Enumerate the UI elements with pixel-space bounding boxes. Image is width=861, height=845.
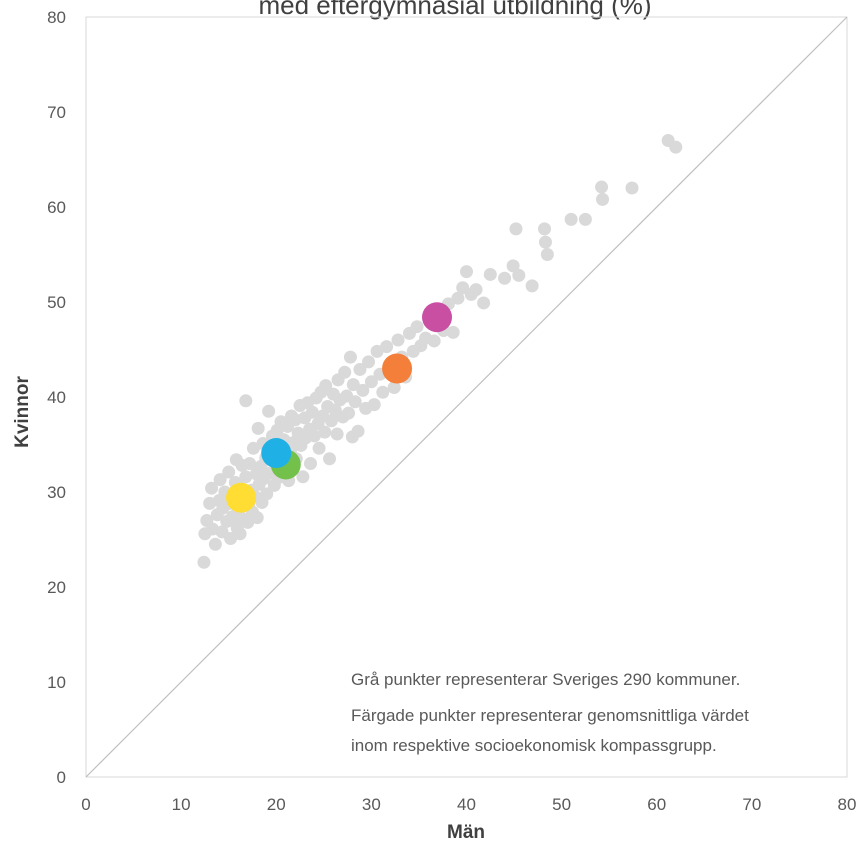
x-tick-label: 60 (647, 795, 666, 814)
municipality-point (296, 470, 310, 484)
municipality-point (578, 212, 592, 226)
municipality-point (451, 291, 465, 305)
municipality-point (303, 457, 317, 470)
municipality-point (338, 365, 352, 379)
municipality-point (324, 414, 338, 428)
group-mean-point (261, 438, 292, 469)
municipality-point (250, 511, 264, 525)
municipality-point (351, 424, 365, 438)
municipality-point (387, 381, 401, 394)
municipality-point (239, 394, 253, 408)
group-mean-point (226, 482, 257, 513)
y-tick-label: 20 (47, 578, 66, 597)
y-axis-label: Kvinnor (12, 376, 33, 448)
annotation-line-2: Färgade punkter representerar genomsnitt… (351, 706, 749, 725)
y-tick-label: 50 (47, 293, 66, 312)
data-points (197, 134, 683, 569)
municipality-point (364, 375, 378, 389)
municipality-point (446, 325, 460, 339)
municipality-point (348, 395, 362, 409)
municipality-point (307, 429, 321, 443)
x-tick-label: 50 (552, 795, 571, 814)
municipality-point (343, 350, 357, 364)
municipality-point (540, 248, 554, 261)
x-tick-label: 20 (267, 795, 286, 814)
municipality-point (353, 362, 367, 376)
annotation-line-1: Grå punkter representerar Sveriges 290 k… (351, 670, 740, 689)
municipality-point (205, 481, 219, 495)
reference-diagonal-line (85, 16, 848, 778)
municipality-point (625, 181, 639, 195)
municipality-point (367, 398, 381, 412)
group-mean-point (382, 353, 413, 384)
municipality-point (243, 457, 257, 470)
municipality-point (356, 383, 370, 397)
plot-area (85, 16, 848, 778)
municipality-point (427, 334, 441, 348)
y-tick-label: 70 (47, 103, 66, 122)
municipality-point (233, 527, 247, 541)
chart-title: med eftergymnasial utbildning (%) (258, 0, 651, 20)
municipality-point (506, 259, 520, 273)
x-axis-ticks: 0 10 20 30 40 50 60 70 80 (81, 795, 856, 814)
municipality-point (305, 405, 319, 419)
y-tick-label: 40 (47, 388, 66, 407)
municipality-point (469, 283, 483, 297)
municipality-point (312, 441, 326, 455)
municipality-point (376, 385, 390, 399)
municipality-point (319, 379, 333, 393)
municipality-point (239, 470, 253, 484)
municipality-point (222, 465, 236, 479)
x-tick-label: 30 (362, 795, 381, 814)
x-tick-label: 40 (457, 795, 476, 814)
municipality-point (346, 378, 360, 392)
x-tick-label: 70 (742, 795, 761, 814)
y-tick-label: 30 (47, 483, 66, 502)
municipality-point (197, 555, 211, 569)
municipality-point (342, 406, 356, 420)
municipality-point (213, 473, 227, 487)
x-tick-label: 10 (172, 795, 191, 814)
municipality-point (669, 140, 683, 154)
municipality-point (251, 421, 265, 435)
y-tick-label: 60 (47, 198, 66, 217)
municipality-point (330, 427, 344, 441)
municipality-point (538, 222, 552, 236)
municipality-point (525, 279, 539, 293)
y-tick-label: 80 (47, 8, 66, 27)
municipality-point (323, 452, 337, 466)
municipality-point (538, 235, 552, 249)
municipality-point (262, 404, 276, 418)
y-axis-ticks: 0 10 20 30 40 50 60 70 80 (47, 8, 66, 787)
municipality-point (362, 355, 376, 369)
municipality-point (483, 267, 497, 281)
municipality-point (595, 180, 609, 194)
y-tick-label: 10 (47, 673, 66, 692)
municipality-point (260, 487, 274, 501)
municipality-point (380, 340, 394, 354)
municipality-point (564, 212, 578, 226)
municipality-point (477, 296, 491, 310)
municipality-point (318, 425, 332, 439)
x-axis-label: Män (447, 822, 485, 843)
municipality-point (509, 222, 523, 236)
x-tick-label: 0 (81, 795, 90, 814)
municipality-point (596, 192, 610, 206)
municipality-point (512, 268, 526, 282)
y-tick-label: 0 (57, 768, 66, 787)
municipality-point (391, 333, 405, 347)
municipality-point (498, 271, 512, 285)
annotation-line-3: inom respektive socioekonomisk kompassgr… (351, 736, 717, 755)
municipality-point (460, 265, 473, 279)
x-tick-label: 80 (838, 795, 857, 814)
municipality-point (410, 320, 424, 334)
group-mean-point (422, 302, 453, 333)
municipality-point (208, 537, 222, 551)
